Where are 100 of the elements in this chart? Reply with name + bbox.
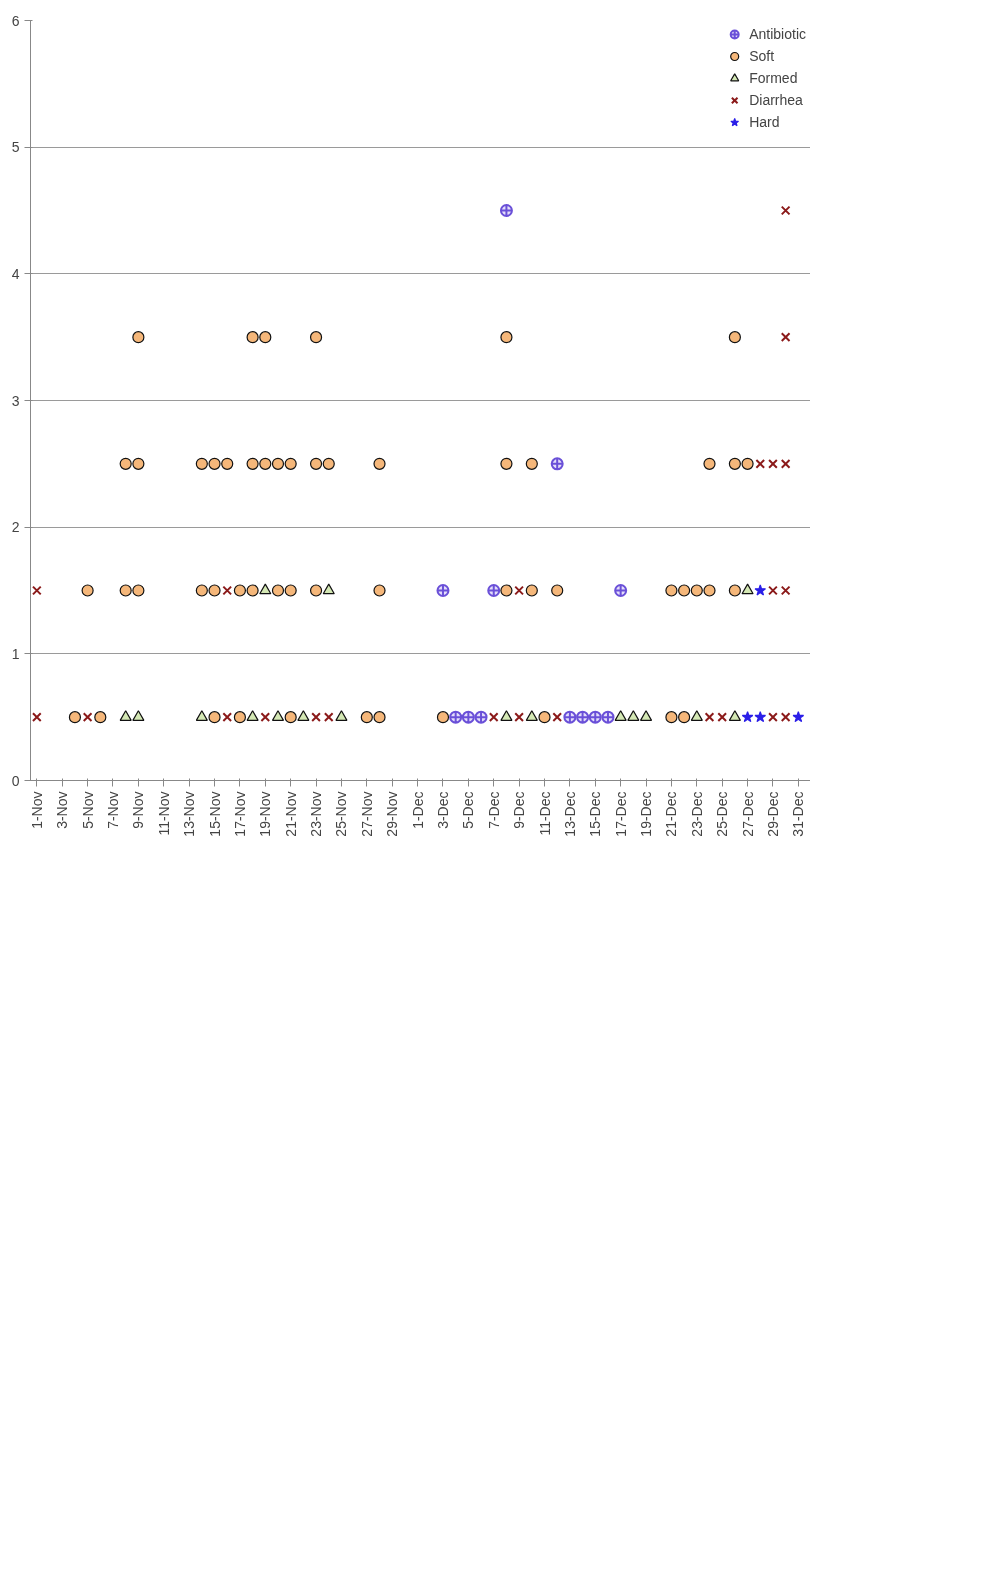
x-tick-label: 29-Dec	[764, 791, 781, 837]
point	[208, 457, 221, 470]
x-tick-label: 25-Dec	[714, 791, 731, 837]
point	[538, 711, 551, 724]
point	[552, 712, 563, 723]
point	[119, 710, 132, 721]
legend-label: Formed	[749, 70, 798, 86]
legend-label: Hard	[749, 114, 780, 130]
x-tick-label: 9-Nov	[130, 791, 147, 829]
x-tick-label: 21-Dec	[663, 791, 680, 837]
x-tick-label: 11-Dec	[536, 791, 553, 836]
y-tick-label: 4	[11, 265, 20, 282]
point	[551, 584, 564, 597]
x-tick-label: 15-Dec	[587, 791, 604, 837]
point	[500, 710, 513, 721]
point	[678, 584, 691, 597]
point	[246, 331, 259, 344]
point	[780, 585, 791, 596]
x-tick-label: 7-Dec	[485, 791, 502, 829]
point	[703, 584, 716, 597]
point	[132, 584, 145, 597]
point	[690, 710, 703, 721]
point	[780, 205, 791, 216]
point	[222, 585, 233, 596]
x-tick-label: 1-Dec	[409, 791, 426, 829]
legend-label: Soft	[749, 48, 775, 64]
x-tick-label: 13-Nov	[181, 791, 198, 837]
point	[132, 457, 145, 470]
x-tick-label: 1-Nov	[28, 791, 45, 829]
point	[119, 584, 132, 597]
point	[259, 457, 272, 470]
point	[284, 457, 297, 470]
point	[514, 585, 525, 596]
point	[284, 711, 297, 724]
point	[119, 457, 132, 470]
x-tick-label: 25-Nov	[333, 791, 350, 837]
point	[335, 710, 348, 721]
x-tick-label: 31-Dec	[790, 791, 807, 837]
point	[665, 711, 678, 724]
point	[233, 584, 247, 597]
point	[792, 711, 805, 723]
y-tick-label: 3	[11, 392, 20, 409]
point	[309, 457, 323, 470]
point	[82, 712, 93, 723]
point	[94, 711, 107, 724]
x-tick-label: 9-Dec	[511, 791, 528, 829]
y-tick-label: 5	[11, 139, 20, 156]
x-tick-label: 7-Nov	[104, 791, 121, 829]
point	[132, 331, 145, 344]
y-tick-label: 2	[11, 519, 20, 536]
point	[81, 584, 94, 597]
point	[246, 710, 259, 721]
x-tick-label: 3-Dec	[434, 791, 451, 829]
point	[678, 711, 691, 724]
point	[780, 712, 791, 723]
point	[195, 710, 208, 721]
x-tick-label: 5-Dec	[460, 791, 477, 829]
point	[360, 711, 373, 724]
point	[514, 712, 525, 723]
point	[208, 584, 221, 597]
point	[741, 583, 754, 595]
point	[271, 710, 285, 721]
x-tick-label: 17-Nov	[231, 791, 248, 837]
point	[31, 712, 42, 723]
point	[525, 457, 538, 470]
y-tick-label: 6	[11, 12, 20, 29]
point	[284, 584, 297, 597]
point	[728, 584, 741, 597]
x-tick-label: 11-Nov	[155, 791, 172, 836]
point	[768, 458, 778, 469]
y-tick-label: 0	[11, 772, 20, 789]
point	[323, 712, 334, 723]
point	[222, 712, 233, 723]
point	[500, 331, 513, 344]
point	[717, 712, 728, 723]
point	[259, 583, 272, 595]
x-tick-label: 27-Nov	[358, 791, 375, 837]
point	[741, 711, 754, 723]
point	[488, 712, 499, 723]
point	[195, 584, 208, 597]
point	[309, 584, 323, 597]
x-tick-label: 13-Dec	[561, 791, 578, 837]
point	[614, 710, 627, 721]
point	[500, 584, 513, 597]
point	[322, 457, 335, 470]
point	[741, 457, 754, 470]
point	[322, 583, 335, 595]
legend-label: Diarrhea	[749, 92, 803, 108]
point	[311, 712, 321, 723]
point	[68, 711, 82, 724]
point	[132, 710, 145, 721]
point	[768, 585, 778, 596]
point	[525, 584, 538, 597]
x-tick-label: 19-Dec	[638, 791, 655, 837]
point	[768, 712, 778, 723]
point	[373, 457, 386, 470]
point	[309, 331, 323, 344]
point	[665, 584, 678, 597]
point	[525, 710, 538, 721]
point	[221, 457, 234, 470]
